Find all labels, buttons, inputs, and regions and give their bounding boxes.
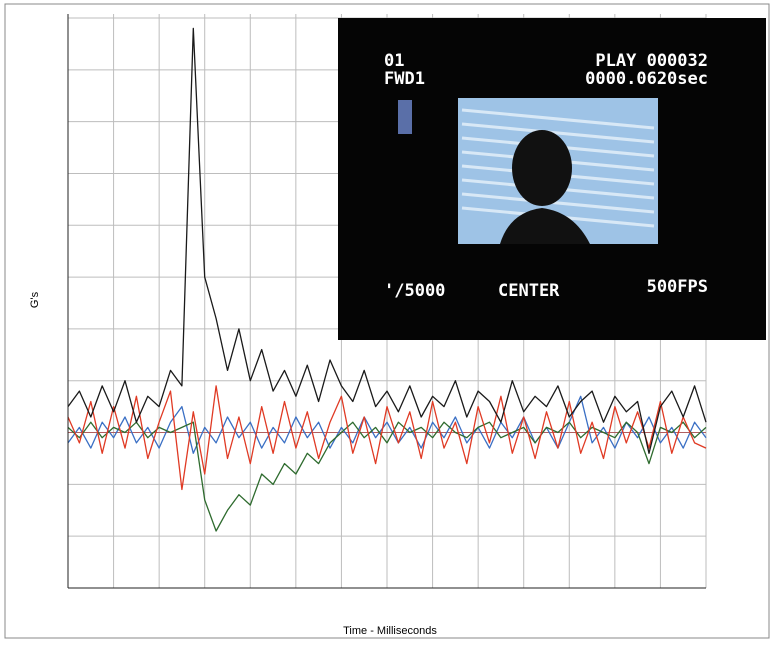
osd-status: PLAY 000032 — [595, 51, 708, 71]
inset-edge — [398, 100, 412, 134]
page: G's Time - Milliseconds 01 FWD1 PLAY 000… — [0, 0, 775, 649]
x-axis-label: Time - Milliseconds — [343, 625, 437, 637]
video-inset: 01 FWD1 PLAY 000032 0000.0620sec '/5000 … — [338, 18, 766, 340]
osd-trigger: CENTER — [498, 281, 560, 301]
osd-mode: FWD1 — [384, 69, 425, 89]
osd-clip: 01 — [384, 51, 404, 71]
inset-head — [512, 130, 572, 206]
osd-rate: 500FPS — [647, 277, 708, 297]
osd-time: 0000.0620sec — [585, 69, 708, 89]
chart: G's Time - Milliseconds 01 FWD1 PLAY 000… — [0, 0, 775, 644]
osd-shutter: '/5000 — [384, 281, 445, 301]
y-axis-label: G's — [29, 291, 41, 308]
